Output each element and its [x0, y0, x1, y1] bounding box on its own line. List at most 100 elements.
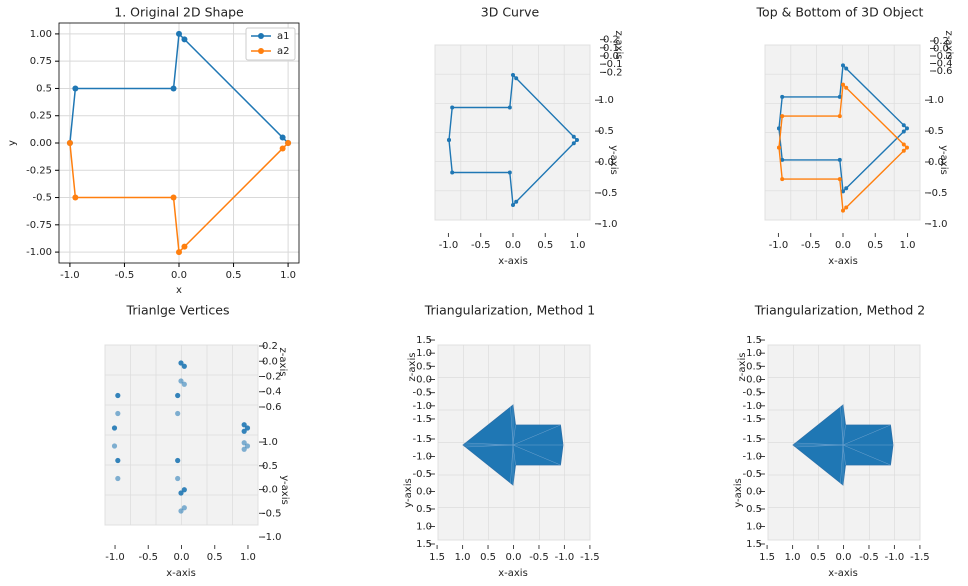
marker [841, 82, 845, 87]
y-tick-label: -0.5 [742, 469, 762, 480]
x-axis-label: x-axis [166, 568, 196, 579]
y-tick-label: -1.0 [412, 452, 432, 463]
z-tick-label: 0.0 [933, 43, 949, 54]
legend-marker [258, 33, 264, 39]
marker [181, 36, 188, 43]
z-tick-label: -1.0 [412, 401, 432, 412]
marker [901, 148, 906, 153]
x-tick-label: 1.0 [455, 552, 471, 563]
y-tick-label: 1.5 [416, 539, 432, 550]
marker [780, 157, 785, 162]
marker [181, 243, 188, 250]
marker [844, 85, 849, 90]
point [181, 505, 187, 511]
legend-label: a1 [277, 31, 290, 42]
marker [450, 170, 455, 175]
point [178, 490, 184, 496]
marker [905, 126, 909, 131]
marker [447, 138, 451, 142]
marker [514, 76, 519, 81]
chart-title: Trianlge Vertices [126, 303, 230, 318]
mesh-edge [840, 444, 844, 484]
x-tick-label: 1.0 [240, 552, 256, 563]
z-tick-label: 0.2 [603, 35, 619, 46]
y-tick-label: 0.5 [746, 504, 762, 515]
z-tick-label: 0.0 [603, 51, 619, 62]
z-tick-label: 1.5 [746, 335, 762, 346]
mesh-edge [510, 406, 514, 446]
point [178, 360, 184, 366]
mesh-edge [512, 424, 516, 446]
z-tick-label: -0.4 [933, 58, 953, 69]
x-tick-label: 0.0 [171, 270, 187, 281]
point [241, 422, 247, 428]
z-tick-label: 0.0 [416, 375, 432, 386]
y-tick-label: 1.00 [30, 29, 52, 40]
point [175, 410, 181, 417]
y-tick-label: -0.5 [32, 193, 52, 204]
x-tick-label: 0.0 [836, 552, 852, 563]
point [181, 381, 187, 387]
chart-title: Triangularization, Method 2 [754, 303, 926, 318]
mesh-edge [510, 444, 514, 484]
y-tick-label: 0.5 [262, 461, 278, 472]
marker [575, 138, 579, 142]
marker [841, 208, 845, 213]
point [111, 443, 118, 449]
mesh-edge [842, 424, 891, 446]
x-tick-label: 1.0 [280, 270, 296, 281]
marker [844, 186, 849, 191]
x-tick-label: -0.5 [115, 270, 135, 281]
marker [176, 30, 182, 37]
marker [837, 94, 842, 99]
x-tick-label: 0.0 [174, 552, 190, 563]
point [181, 487, 187, 493]
x-tick-label: 0.5 [226, 270, 242, 281]
y-tick-label: 0.0 [746, 487, 762, 498]
point [115, 475, 121, 482]
marker [901, 142, 906, 147]
z-tick-label: 1.5 [416, 335, 432, 346]
z-axis-label: z-axis [613, 31, 624, 60]
y-tick-label: -1.0 [262, 532, 282, 543]
point [241, 446, 247, 452]
z-tick-label: 1.0 [746, 348, 762, 359]
mesh-edge [465, 442, 514, 446]
y-tick-label: 1.0 [598, 95, 614, 106]
y-tick-label: 0.0 [262, 485, 278, 496]
y-tick-label: -0.5 [412, 469, 432, 480]
x-tick-label: -0.5 [139, 552, 159, 563]
y-tick-label: 0.75 [30, 56, 52, 67]
x-tick-label: 0.5 [537, 240, 553, 251]
marker [777, 145, 781, 150]
x-tick-label: 0.0 [505, 240, 521, 251]
point [115, 392, 121, 399]
y-tick-label: 0.25 [30, 111, 52, 122]
x-tick-label: -1.0 [769, 240, 789, 251]
z-tick-label: -0.5 [742, 388, 762, 399]
z-axis-label: z-axis [943, 31, 954, 60]
z-tick-label: 0.1 [603, 43, 619, 54]
z-tick-label: 0.2 [262, 341, 278, 352]
y-tick-label: -1.5 [412, 434, 432, 445]
marker [514, 199, 519, 204]
marker [780, 114, 785, 119]
y-axis-label: y-axis [608, 145, 619, 174]
x-tick-label: 1.0 [785, 552, 801, 563]
point [115, 410, 121, 417]
x-tick-label: 1.5 [429, 552, 445, 563]
point [241, 440, 247, 446]
y-axis-label: y [7, 140, 18, 146]
z-tick-label: 0.5 [416, 361, 432, 372]
mesh-edge [512, 444, 516, 466]
y-tick-label: -0.25 [26, 165, 52, 176]
z-tick-label: 0.5 [746, 361, 762, 372]
x-tick-label: 0.5 [480, 552, 496, 563]
y-tick-label: -0.5 [928, 188, 948, 199]
y-tick-label: -0.5 [598, 188, 618, 199]
y-tick-label: -0.75 [26, 220, 52, 231]
z-axis-label: z-axis [407, 353, 418, 382]
marker [72, 194, 79, 201]
point [181, 363, 187, 369]
x-tick-label: -1.0 [105, 552, 125, 563]
